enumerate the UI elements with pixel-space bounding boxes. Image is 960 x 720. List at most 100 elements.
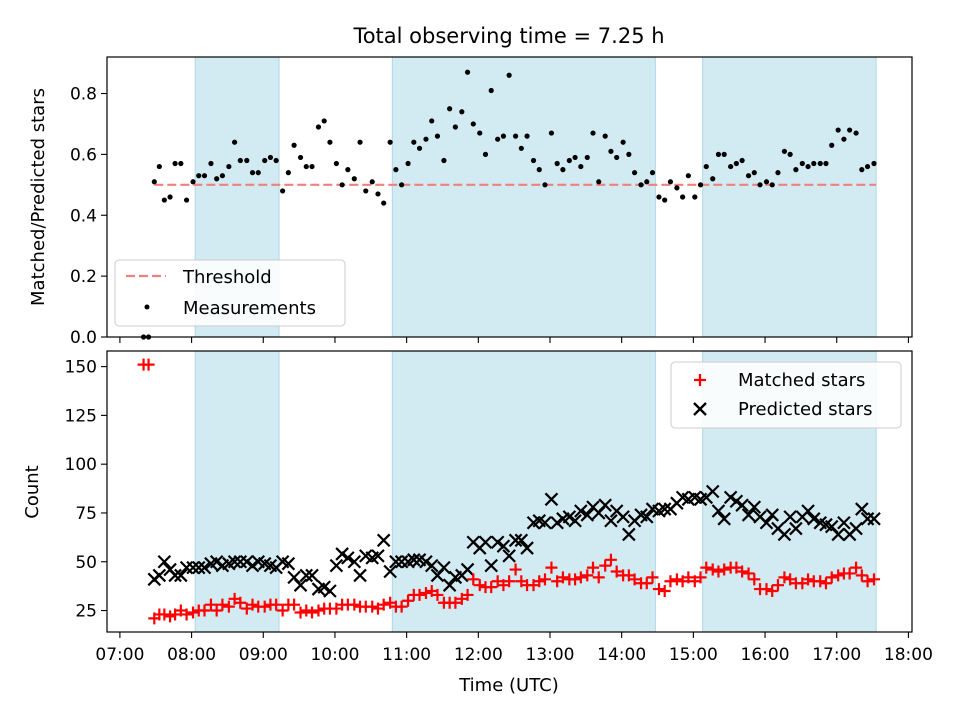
predicted-star-point [867,512,881,526]
measurement-point [339,182,345,188]
measurement-point [441,157,447,164]
predicted-star-point [460,562,475,577]
measurement-point [273,157,279,164]
matched-star-point [449,596,462,609]
measurement-point [167,194,173,200]
x-tick-label: 16:00 [741,645,790,665]
x-tick-label: 11:00 [382,645,431,665]
measurement-point [280,188,286,194]
predicted-star-points [147,484,881,598]
predicted-star-point [735,498,749,512]
predicted-star-point [424,558,439,573]
y-tick-label: 0.0 [70,328,97,348]
measurement-point [500,133,507,139]
predicted-star-point [580,508,595,522]
y-tick-label: 0.8 [70,85,97,105]
predicted-star-point [538,515,552,530]
measurement-point [859,167,865,173]
matched-star-point [377,598,390,611]
matched-star-point [652,583,665,596]
predicted-star-point [281,556,296,571]
measurement-point [715,151,722,157]
matched-star-point [312,604,325,617]
matched-star-point [288,598,301,611]
measurement-point [161,197,167,203]
predicted-star-point [568,513,582,528]
x-tick-label: 07:00 [95,645,144,665]
predicted-star-point [227,554,242,569]
measurement-point [321,118,327,124]
measurement-point [477,130,483,136]
measurement-point [781,148,788,154]
matched-star-point [802,573,815,586]
predicted-star-point [837,515,851,530]
predicted-star-point [335,547,349,561]
matched-star-point [142,358,155,371]
matched-star-point [216,598,229,611]
predicted-star-point [323,584,337,598]
measurement-point [864,163,871,170]
matched-star-point [843,567,856,580]
predicted-star-point [245,558,260,573]
matched-star-point [736,565,749,578]
matched-star-point [300,604,313,617]
predicted-star-point [622,527,636,542]
measurement-point [763,179,770,185]
measurement-point [787,151,793,157]
measurement-point [733,160,739,167]
matched-star-point [592,571,605,584]
matched-star-point [814,575,827,588]
predicted-star-point [855,502,869,516]
measurement-point [172,160,178,167]
measurement-point [536,167,542,173]
matched-star-point [246,598,259,611]
measurement-point [375,191,381,197]
measurement-point [416,145,423,151]
predicted-star-point [496,539,511,553]
matched-star-point [533,575,546,588]
measurement-point [447,106,453,112]
measurement-point [393,167,399,173]
measurement-point [835,127,841,133]
measurement-point [262,157,268,164]
predicted-star-point [723,490,738,505]
predicted-star-point [478,535,493,550]
measurement-point [614,154,620,161]
measurement-point [357,139,363,145]
matched-star-point [276,604,289,617]
predicted-star-point [831,527,845,542]
matched-star-point [868,573,881,586]
measurement-point [823,160,829,167]
y-tick-label: 75 [75,504,97,524]
measurement-point [512,133,519,139]
predicted-star-point [759,515,774,530]
matched-star-point [819,577,832,590]
measurement-point [196,173,202,179]
measurement-point [237,157,243,164]
measurement-point [692,194,698,200]
legend-threshold-label: Threshold [182,267,272,288]
measurement-point [178,160,184,167]
measurement-point [584,154,590,161]
measurement-point [506,72,512,78]
matched-star-point [402,594,415,607]
measurement-point [291,142,297,148]
predicted-star-point [550,515,564,530]
predicted-star-point [299,568,314,583]
matched-star-point [419,586,432,599]
matched-star-point [485,581,498,594]
predicted-star-point [705,484,720,499]
matched-star-point [509,563,522,576]
matched-star-point [766,585,779,598]
predicted-star-point [186,560,200,575]
y-tick-label: 50 [75,553,97,573]
top-y-axis-label: Matched/Predicted stars [28,88,49,306]
predicted-star-point [801,504,815,518]
measurement-point [351,176,357,182]
y-tick-label: 25 [75,602,97,622]
x-axis-label: Time (UTC) [458,675,559,696]
measurement-point [285,170,291,176]
predicted-star-point [240,554,254,569]
measurement-point [674,185,680,191]
measurement-point [596,179,602,185]
